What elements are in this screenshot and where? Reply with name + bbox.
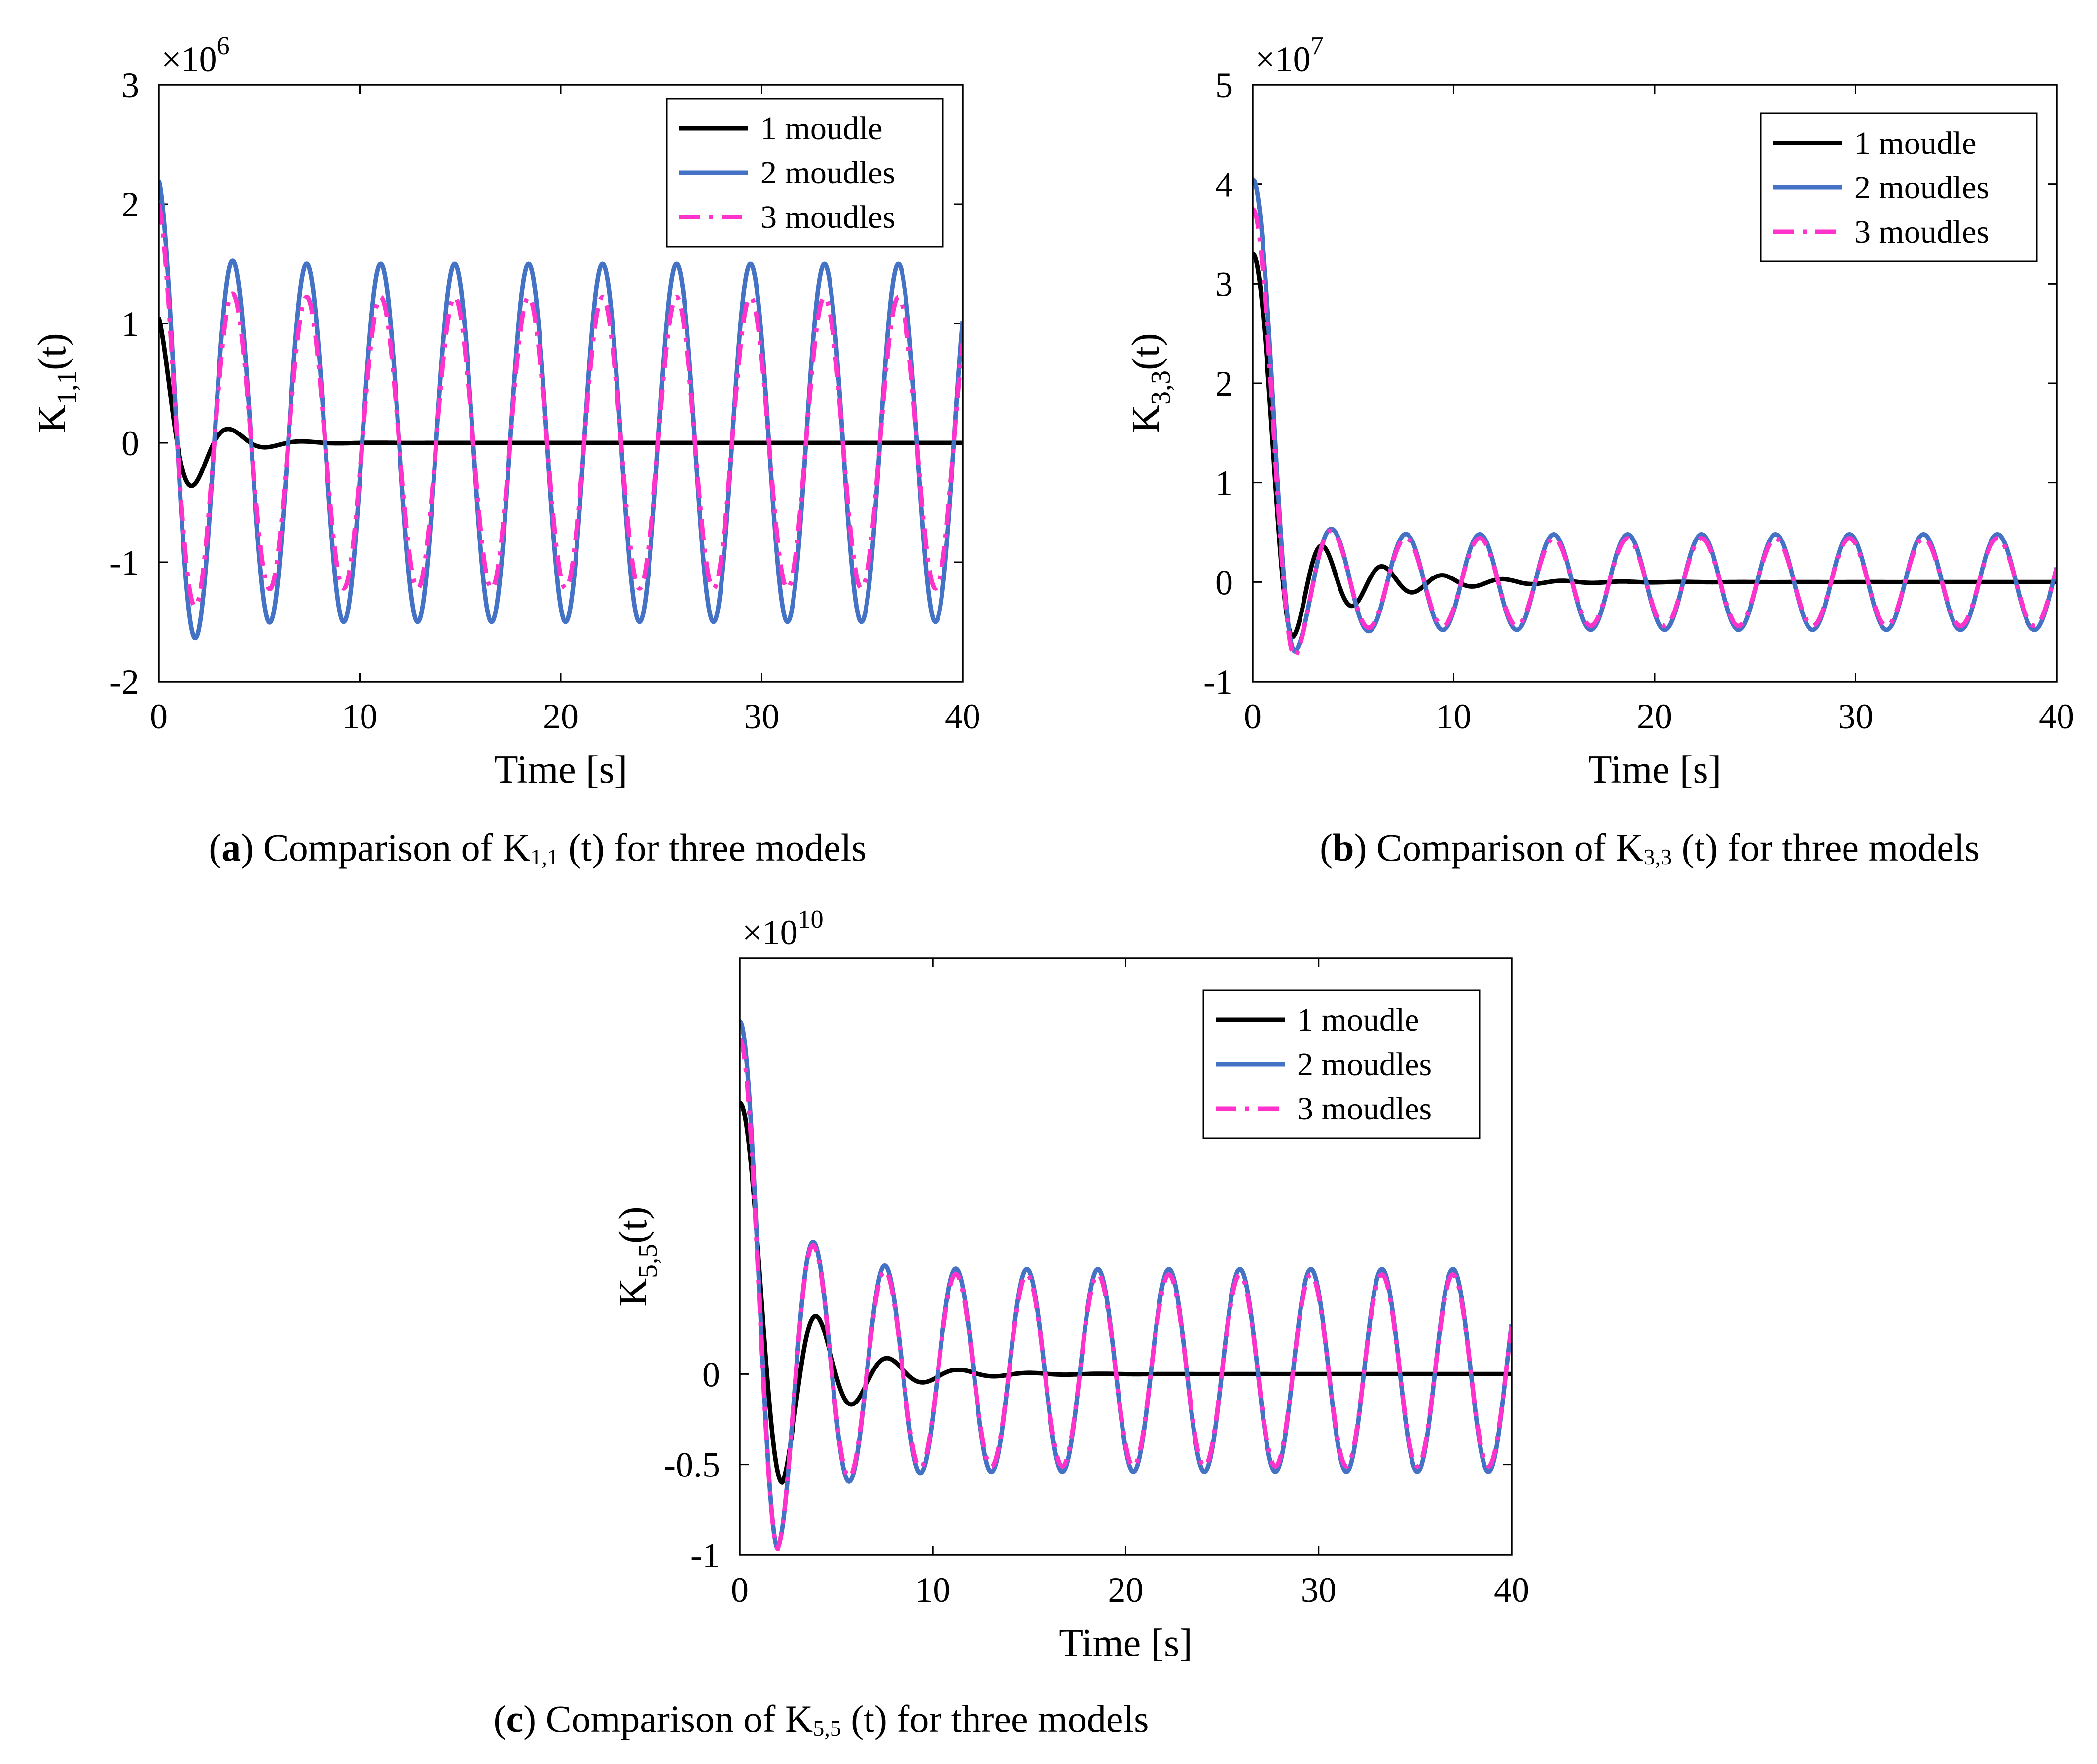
- y-tick-label: 1: [1215, 464, 1233, 503]
- x-tick-label: 40: [2039, 697, 2074, 736]
- y-tick-label: 0: [121, 424, 139, 463]
- legend: 1 moudle 2 moudles 3 moudles: [1202, 989, 1481, 1139]
- y-tick-label: 2: [121, 185, 139, 224]
- chart-panel-c: 0 10 20 30 40 -1 -0.5 0 ×1010 Time [s] K5,5(t) 1 mo…: [494, 905, 1530, 1741]
- y-tick-label: 1: [121, 304, 139, 344]
- y-tick-label: -1: [109, 543, 139, 582]
- series-group: [740, 1019, 1512, 1552]
- y-multiplier: ×106: [161, 32, 230, 79]
- chart-panel-a: 0 10 20 30 40 -2 -1 0 1 2 3 ×106 Time [s] K1,1(t) 1 mo…: [31, 32, 980, 869]
- legend-label: 1 moudle: [1854, 125, 1976, 161]
- y-tick-label: 2: [1215, 364, 1233, 403]
- y-tick-label: 5: [1215, 66, 1233, 105]
- x-tick-label: 20: [1108, 1570, 1144, 1610]
- x-tick-label: 20: [1637, 697, 1672, 736]
- y-tick-label: -0.5: [664, 1445, 720, 1485]
- x-tick-label: 0: [150, 697, 168, 736]
- series-line-3-moudles: [1253, 207, 2057, 659]
- legend-label: 1 moudle: [760, 110, 882, 146]
- x-tick-label: 30: [744, 697, 780, 736]
- series-line-3-moudles: [740, 1037, 1512, 1552]
- y-tick-label: -2: [109, 662, 139, 702]
- legend-label: 3 moudles: [760, 199, 895, 235]
- y-multiplier: ×107: [1255, 32, 1324, 79]
- legend-label: 3 moudles: [1297, 1091, 1432, 1127]
- x-tick-label: 30: [1838, 697, 1874, 736]
- axes-frame: [1252, 84, 2058, 683]
- axes-frame: [739, 957, 1513, 1556]
- axes-frame: [158, 84, 964, 683]
- y-tick-label: 0: [702, 1355, 720, 1394]
- x-tick-label: 40: [945, 697, 980, 736]
- caption-b: (b) Comparison of K3,3 (t) for three mod…: [1320, 826, 1980, 869]
- y-axis-label: K1,1(t): [31, 333, 82, 433]
- series-line-1-moudle: [740, 1100, 1512, 1485]
- y-tick-label: 3: [1215, 264, 1233, 304]
- y-multiplier: ×1010: [742, 905, 824, 952]
- x-axis-label: Time [s]: [1588, 748, 1721, 792]
- series-line-1-moudle: [1253, 252, 2057, 639]
- series-line-1-moudle: [159, 317, 963, 488]
- legend-label: 1 moudle: [1297, 1002, 1419, 1038]
- legend: 1 moudle 2 moudles 3 moudles: [666, 98, 944, 248]
- y-tick-label: 0: [1215, 563, 1233, 602]
- x-tick-label: 0: [731, 1570, 749, 1610]
- x-tick-label: 10: [342, 697, 378, 736]
- caption-c: (c) Comparison of K5,5 (t) for three mod…: [494, 1697, 1149, 1741]
- caption-a: (a) Comparison of K1,1 (t) for three mod…: [209, 826, 866, 869]
- legend-label: 2 moudles: [1297, 1046, 1432, 1082]
- x-axis-label: Time [s]: [494, 748, 627, 792]
- x-tick-label: 10: [1436, 697, 1472, 736]
- y-tick-label: 3: [121, 66, 139, 105]
- y-axis-label: K3,3(t): [1124, 333, 1176, 433]
- legend-label: 3 moudles: [1854, 214, 1989, 250]
- y-axis-label: K5,5(t): [612, 1206, 663, 1306]
- chart-panel-b: 0 10 20 30 40 -1 0 1 2 3 4 5 ×107 Time [s] K3,3(t) 1 mo…: [1124, 32, 2074, 869]
- x-tick-label: 30: [1301, 1570, 1337, 1610]
- legend: 1 moudle 2 moudles 3 moudles: [1760, 112, 2038, 262]
- series-group: [1253, 177, 2057, 659]
- x-tick-label: 0: [1244, 697, 1262, 736]
- legend-label: 2 moudles: [760, 155, 895, 191]
- x-axis-label: Time [s]: [1059, 1621, 1192, 1665]
- y-tick-label: 4: [1215, 165, 1233, 205]
- y-tick-label: -1: [1203, 662, 1233, 702]
- x-tick-label: 40: [1494, 1570, 1529, 1610]
- series-group: [159, 180, 963, 641]
- x-tick-label: 10: [915, 1570, 950, 1610]
- x-tick-label: 20: [543, 697, 578, 736]
- y-tick-label: -1: [690, 1536, 720, 1575]
- legend-label: 2 moudles: [1854, 170, 1989, 206]
